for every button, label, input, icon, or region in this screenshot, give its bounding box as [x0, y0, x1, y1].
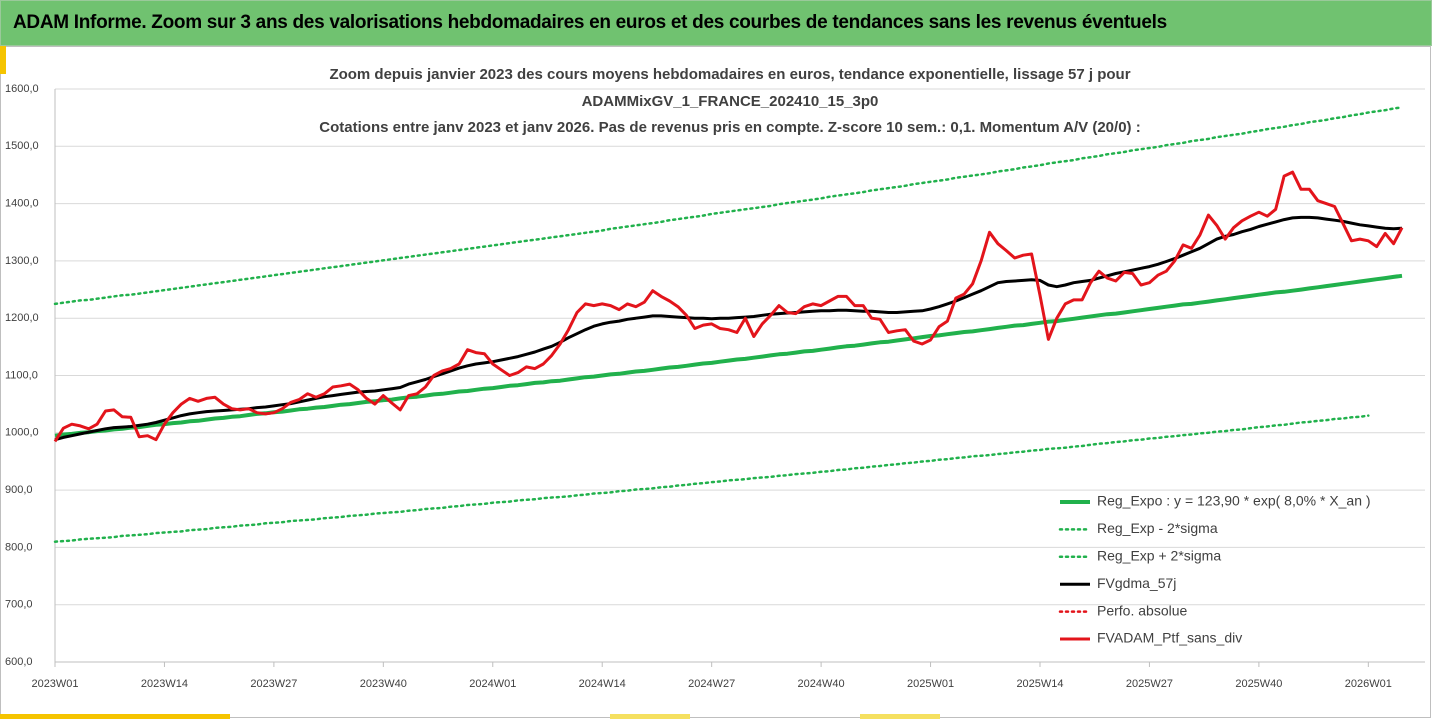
y-tick-label: 1600,0	[5, 83, 39, 95]
y-tick-label: 1100,0	[5, 369, 38, 381]
y-tick-label: 1300,0	[5, 255, 39, 267]
header: ADAM Informe. Zoom sur 3 ans des valoris…	[0, 0, 1432, 46]
y-tick-label: 1400,0	[5, 198, 39, 210]
chart-title: Zoom depuis janvier 2023 des cours moyen…	[329, 66, 1130, 83]
chart-frame	[0, 46, 1431, 718]
decor	[0, 714, 230, 719]
y-tick-label: 800,0	[5, 541, 33, 553]
x-tick-label: 2025W27	[1126, 678, 1173, 690]
x-tick-label: 2025W14	[1016, 678, 1063, 690]
x-tick-label: 2024W14	[579, 678, 626, 690]
x-tick-label: 2023W01	[31, 678, 78, 690]
x-tick-label: 2024W01	[469, 678, 516, 690]
y-tick-label: 700,0	[5, 599, 33, 611]
x-tick-label: 2024W27	[688, 678, 735, 690]
series-line	[54, 273, 1403, 438]
chart-title: ADAMMixGV_1_FRANCE_202410_15_3p0	[582, 93, 879, 110]
header-title: ADAM Informe. Zoom sur 3 ans des valoris…	[13, 12, 1167, 33]
y-tick-label: 1500,0	[5, 140, 39, 152]
series-line	[53, 414, 1370, 543]
legend-label: Reg_Exp + 2*sigma	[1097, 548, 1221, 564]
legend-label: Reg_Exp - 2*sigma	[1097, 520, 1218, 536]
y-tick-label: 1000,0	[5, 427, 39, 439]
legend-label: FVgdma_57j	[1097, 575, 1176, 591]
x-tick-label: 2025W01	[907, 678, 954, 690]
x-tick-label: 2023W27	[250, 678, 297, 690]
series-line	[53, 170, 1404, 443]
x-tick-label: 2026W01	[1345, 678, 1392, 690]
y-tick-label: 1200,0	[5, 312, 39, 324]
x-tick-label: 2025W40	[1235, 678, 1282, 690]
decor	[0, 46, 6, 74]
y-tick-label: 900,0	[5, 484, 33, 496]
legend-label: Reg_Expo : y = 123,90 * exp( 8,0% * X_an…	[1097, 493, 1371, 509]
x-tick-label: 2023W40	[360, 678, 407, 690]
x-tick-label: 2024W40	[798, 678, 845, 690]
legend-label: Perfo. absolue	[1097, 602, 1187, 618]
legend-label: FVADAM_Ptf_sans_div	[1097, 630, 1242, 646]
x-tick-label: 2023W14	[141, 678, 188, 690]
chart: Zoom depuis janvier 2023 des cours moyen…	[0, 46, 1431, 719]
decor	[860, 714, 940, 719]
decor	[610, 714, 690, 719]
series-line	[53, 106, 1404, 306]
chart-title: Cotations entre janv 2023 et janv 2026. …	[319, 119, 1140, 136]
y-tick-label: 600,0	[5, 656, 33, 668]
